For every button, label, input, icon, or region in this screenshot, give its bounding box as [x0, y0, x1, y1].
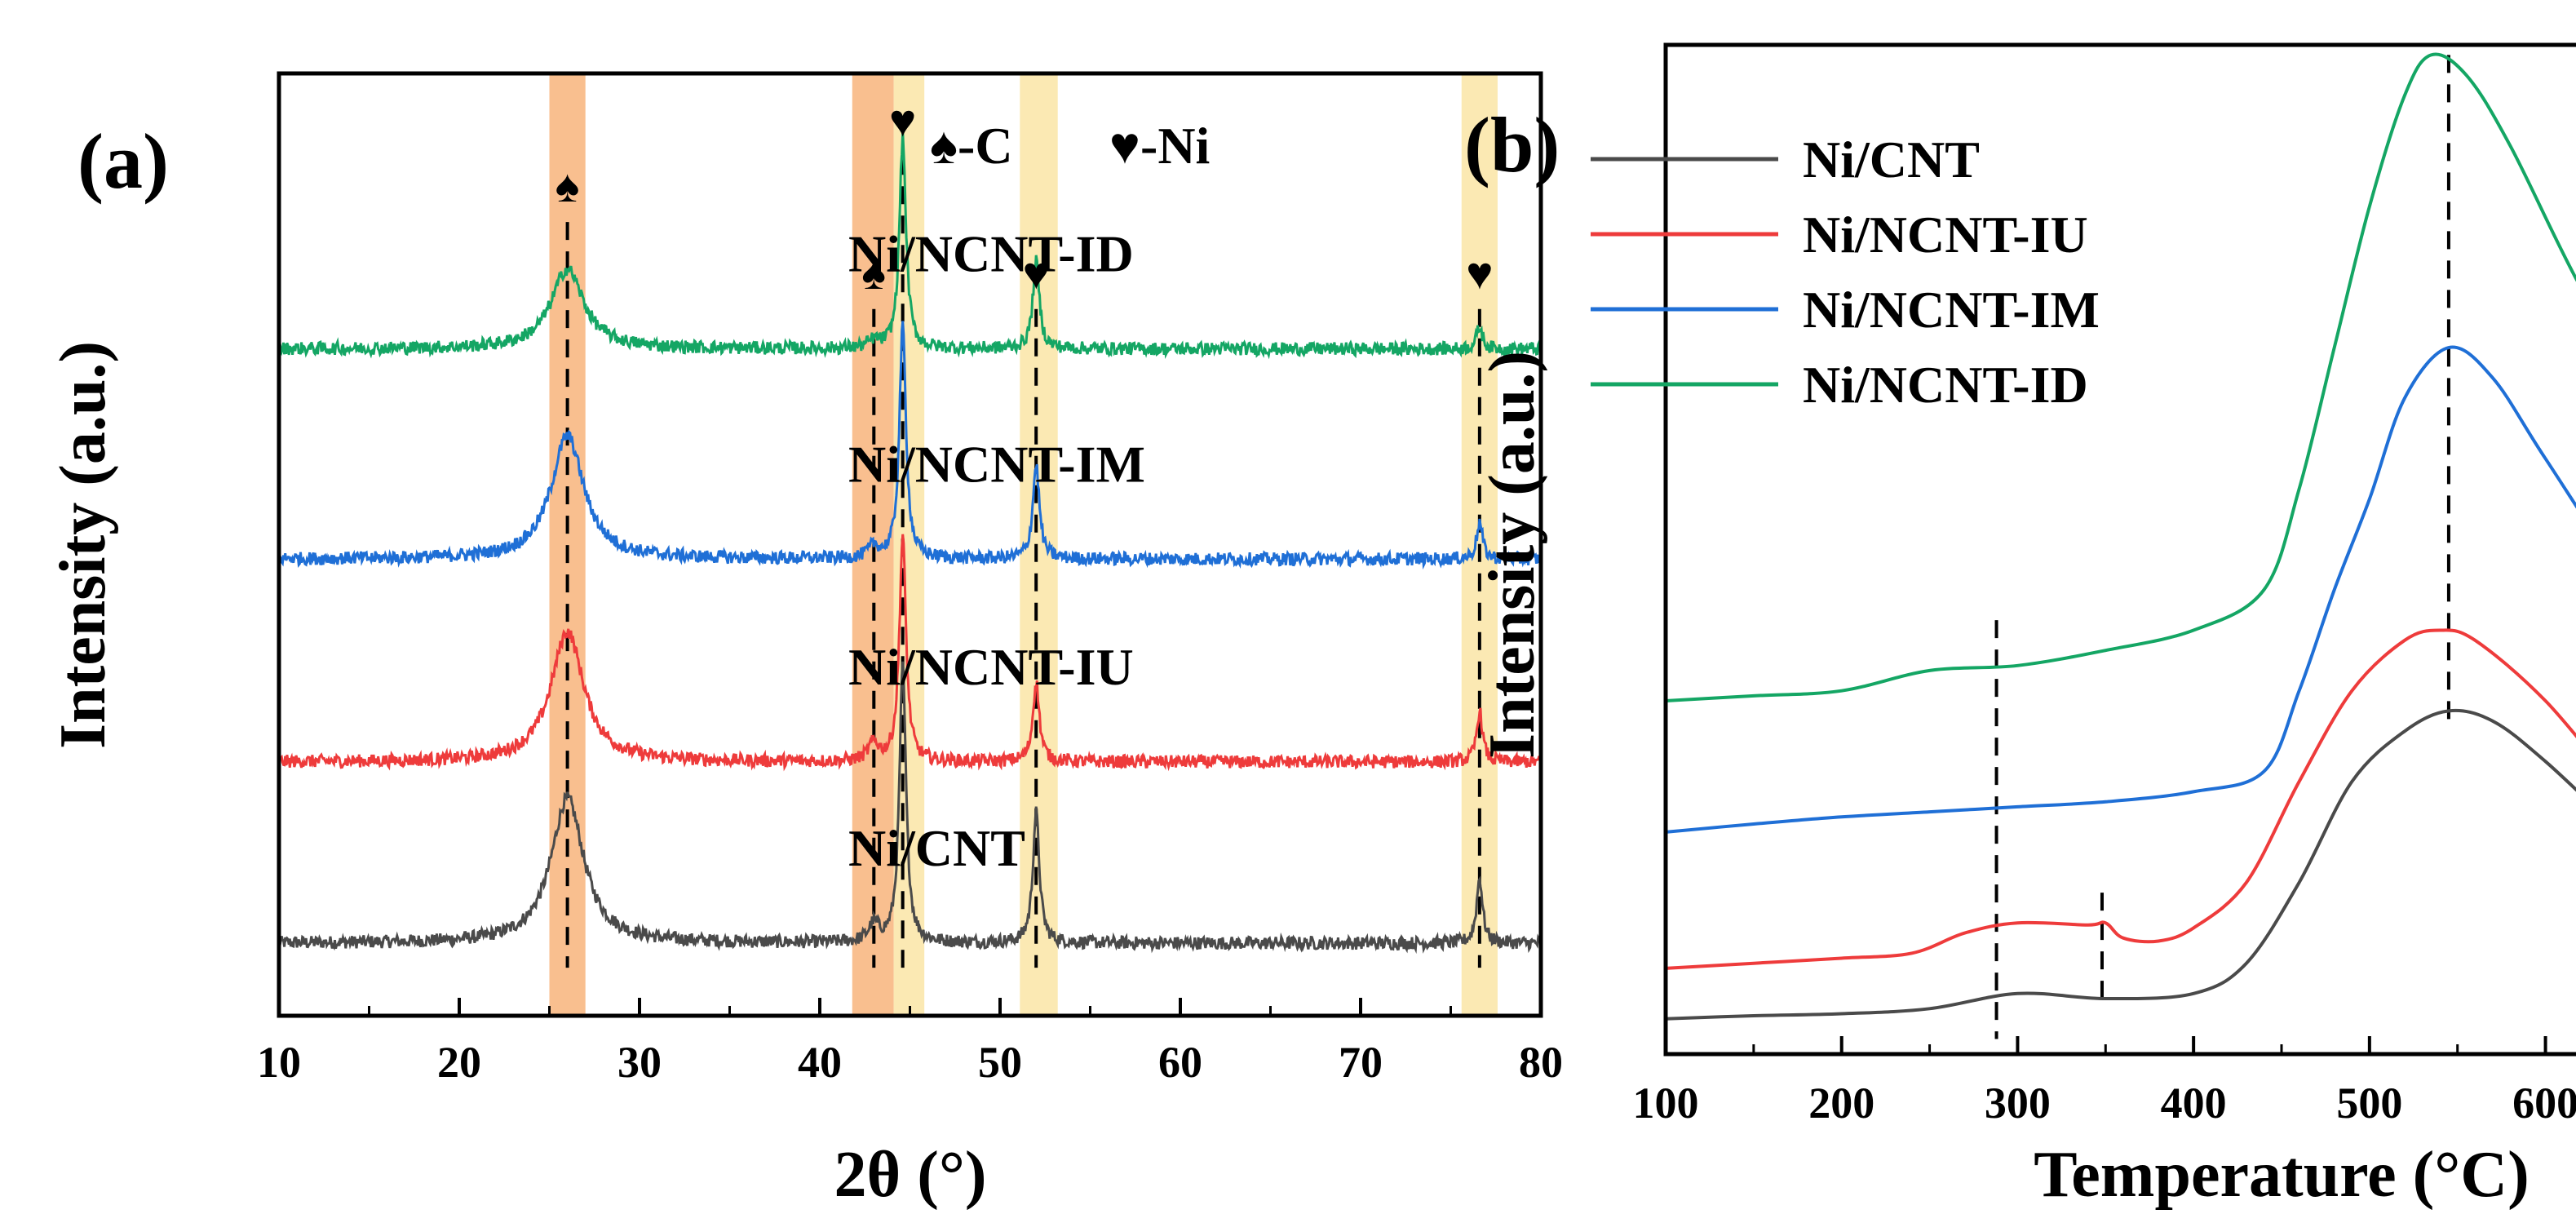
x-tick-label-30: 30: [617, 1038, 662, 1087]
x-tick-label-50: 50: [978, 1038, 1022, 1087]
peak-marker-0: ♠: [555, 162, 580, 212]
panel-a-legend-nickel: ♥-Ni: [1109, 117, 1210, 175]
panel-b-legend-label-ni-ncnt-id: Ni/NCNT-ID: [1803, 356, 2088, 414]
series-ni-cnt-label: Ni/CNT: [848, 819, 1025, 877]
series-ni-ncnt-id-label: Ni/NCNT-ID: [848, 225, 1134, 283]
panel-b-legend-label-ni-cnt: Ni/CNT: [1803, 131, 1980, 188]
x-tick-label-10: 10: [257, 1038, 301, 1087]
panel-b-x-axis-label: Temperature (°C): [2034, 1139, 2529, 1210]
panel-a-y-axis-label: Intensity (a.u.): [47, 341, 119, 749]
panel-b-x-tick-label-100: 100: [1633, 1079, 1699, 1128]
series-ni-ncnt-iu-label: Ni/NCNT-IU: [848, 638, 1134, 696]
x-tick-label-20: 20: [437, 1038, 481, 1087]
x-tick-label-60: 60: [1158, 1038, 1202, 1087]
peak-marker-4: ♥: [1466, 249, 1493, 299]
panel-a-label: (a): [77, 117, 169, 205]
x-tick-label-80: 80: [1519, 1038, 1563, 1087]
series-ni-ncnt-im-label: Ni/NCNT-IM: [848, 435, 1145, 493]
x-tick-label-70: 70: [1339, 1038, 1383, 1087]
panel-b-legend-label-ni-ncnt-im: Ni/NCNT-IM: [1803, 281, 2100, 339]
panel-b-x-tick-label-500: 500: [2336, 1079, 2402, 1128]
panel-b-x-tick-label-600: 600: [2512, 1079, 2576, 1128]
x-tick-label-40: 40: [798, 1038, 842, 1087]
panel-b-x-tick-label-200: 200: [1808, 1079, 1874, 1128]
panel-b-legend-label-ni-ncnt-iu: Ni/NCNT-IU: [1803, 206, 2088, 264]
peak-marker-2: ♥: [889, 96, 916, 147]
panel-a-x-axis-label: 2θ (°): [834, 1139, 986, 1210]
panel-b-x-tick-label-400: 400: [2161, 1079, 2227, 1128]
panel-a-legend-carbon: ♠-C: [930, 117, 1013, 175]
panel-b-label: (b): [1464, 101, 1560, 188]
panel-b-x-tick-label-300: 300: [1985, 1079, 2051, 1128]
panel-b-y-axis-label: Intensity (a.u.): [1476, 351, 1548, 759]
